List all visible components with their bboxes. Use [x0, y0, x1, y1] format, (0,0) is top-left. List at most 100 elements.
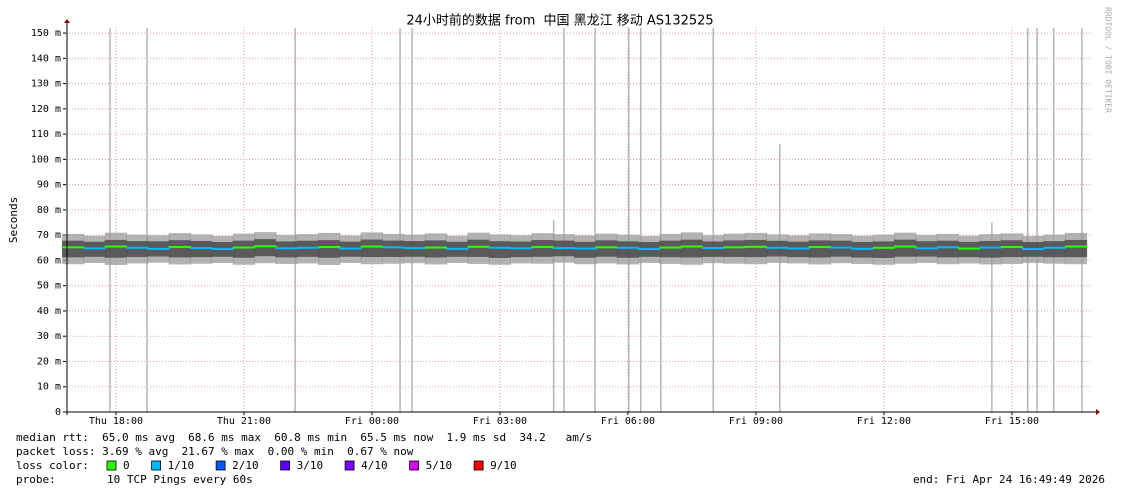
median-point [638, 248, 661, 251]
smoke-core [275, 241, 298, 258]
median-point [766, 246, 789, 249]
y-tick-label: 90 m [37, 180, 61, 191]
median-point [403, 247, 426, 250]
y-axis-arrow [64, 19, 70, 23]
smoke-core [979, 240, 1002, 258]
legend-entry: 0 [123, 459, 130, 472]
legend-entry: 1/10 [168, 459, 195, 472]
smoke-core [382, 240, 405, 258]
x-tick-label: Fri 09:00 [729, 416, 783, 427]
legend-swatch [344, 460, 355, 471]
median-point [1043, 246, 1066, 249]
smoke-core [232, 240, 256, 258]
x-tick-label: Fri 15:00 [985, 416, 1039, 427]
legend-label: loss color: [16, 459, 89, 472]
x-axis-arrow [1096, 409, 1100, 415]
smoke-core [616, 241, 640, 258]
legend-swatch [215, 460, 226, 471]
median-point [424, 246, 448, 249]
end-time: end: Fri Apr 24 16:49:49 2026 [913, 473, 1105, 486]
median-point [936, 246, 960, 249]
median-point [446, 247, 469, 250]
median-point [510, 247, 533, 250]
median-point [339, 247, 362, 250]
median-point [616, 246, 640, 249]
median-point [62, 246, 85, 249]
stats-line: packet loss: 3.69 % avg 21.67 % max 0.00… [16, 445, 414, 458]
y-tick-label: 130 m [31, 79, 61, 90]
y-tick-label: 0 [55, 407, 61, 418]
y-tick-label: 70 m [37, 230, 61, 241]
smoke-core [744, 239, 768, 258]
median-point [190, 247, 213, 250]
smoke-core [531, 240, 554, 257]
median-point [1022, 248, 1045, 251]
median-point [787, 247, 810, 250]
median-point [126, 246, 149, 249]
smoke-core [168, 240, 192, 258]
y-tick-label: 150 m [31, 28, 61, 39]
median-point [318, 246, 341, 249]
smoke-core [958, 241, 981, 258]
smoke-core [830, 240, 853, 257]
legend-swatch [473, 460, 484, 471]
median-point [851, 247, 874, 250]
probe-text: 10 TCP Pings every 60s [107, 473, 253, 486]
median-point [211, 248, 234, 251]
median-point [979, 246, 1002, 249]
median-point [659, 246, 682, 249]
median-point [915, 247, 938, 250]
median-point [488, 246, 512, 249]
y-tick-label: 140 m [31, 53, 61, 64]
smoke-core [488, 241, 512, 258]
smoke-core [296, 240, 320, 257]
y-tick-label: 30 m [37, 331, 61, 342]
median-point [275, 247, 298, 250]
smoke-core [659, 240, 682, 258]
smoke-core [318, 240, 341, 258]
smoke-core [808, 240, 832, 258]
smoke-core [1000, 240, 1024, 258]
legend-swatch [409, 460, 420, 471]
x-tick-label: Thu 18:00 [89, 416, 143, 427]
y-tick-label: 10 m [37, 382, 61, 393]
median-point [574, 247, 597, 250]
median-point [232, 246, 256, 249]
legend-swatch [106, 460, 117, 471]
watermark: RRDTOOL / TOBI OETIKER [1104, 7, 1113, 113]
smoke-core [936, 240, 960, 258]
smoke-core [424, 240, 448, 258]
median-point [168, 246, 192, 249]
x-tick-label: Fri 06:00 [601, 416, 655, 427]
stats-line: median rtt: 65.0 ms avg 68.6 ms max 60.8… [16, 431, 592, 444]
y-tick-label: 100 m [31, 154, 61, 165]
smoke-core [104, 239, 128, 258]
median-point [744, 245, 768, 248]
median-point [552, 247, 576, 250]
smoke-core [894, 239, 917, 257]
y-tick-label: 120 m [31, 104, 61, 115]
median-point [83, 247, 106, 250]
smoke-core [872, 241, 896, 258]
smoke-core [595, 240, 618, 257]
median-point [702, 247, 725, 250]
median-point [680, 245, 704, 248]
x-tick-label: Fri 12:00 [857, 416, 911, 427]
y-axis-label: Seconds [7, 197, 20, 243]
chart-title: 24小时前的数据 from 中国 黑龙江 移动 AS132525 [406, 13, 713, 29]
y-tick-label: 40 m [37, 306, 61, 317]
median-point [296, 246, 320, 249]
smoke-core [126, 241, 149, 257]
legend-entry: 4/10 [361, 459, 388, 472]
median-point [104, 245, 128, 248]
smoke-core [360, 239, 384, 258]
smoke-core [723, 240, 746, 257]
median-point [467, 245, 490, 248]
legend-entry: 2/10 [232, 459, 259, 472]
smoke-core [1064, 239, 1088, 258]
smoke-core [83, 241, 106, 257]
median-point [958, 247, 981, 250]
smoke-core [680, 239, 704, 258]
